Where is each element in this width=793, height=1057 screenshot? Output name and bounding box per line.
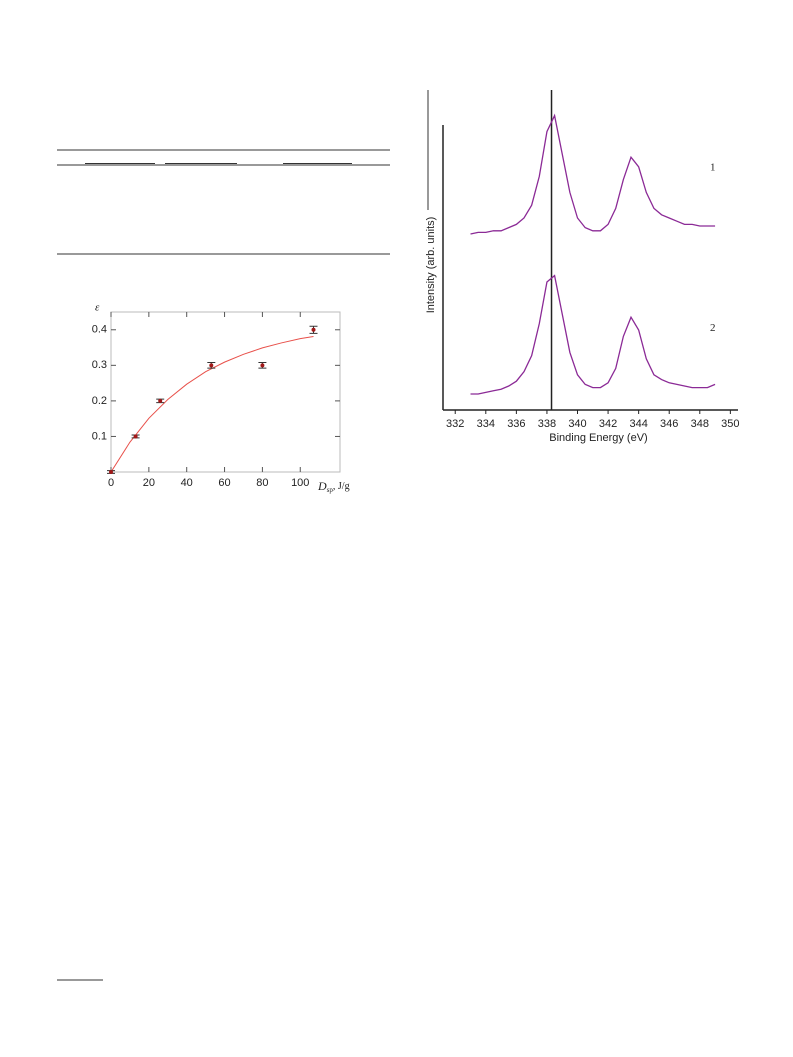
spectrum-line xyxy=(470,113,716,235)
y-axis-label: ε xyxy=(95,302,100,314)
x-tick-label: 350 xyxy=(721,418,739,430)
x-axis-label-sub: sp xyxy=(327,486,334,494)
spectrum-line xyxy=(470,274,716,395)
x-tick-label: 346 xyxy=(660,418,678,430)
x-tick-label: 348 xyxy=(691,418,709,430)
fit-curve xyxy=(110,336,314,473)
plot-frame xyxy=(110,311,341,473)
y-tick-label: 0.3 xyxy=(92,359,107,371)
x-tick-label: 344 xyxy=(629,418,647,430)
x-tick-label: 60 xyxy=(218,477,230,489)
y-tick-label: 0.1 xyxy=(92,430,107,442)
x-tick-label: 332 xyxy=(446,418,464,430)
x-tick-label: 340 xyxy=(568,418,586,430)
data-point xyxy=(133,434,138,439)
y-tick-label: 0.4 xyxy=(92,324,107,336)
table-rules xyxy=(57,90,429,981)
data-point xyxy=(260,363,265,368)
x-axis-label-unit: , J/g xyxy=(333,481,350,492)
x-tick-label: 336 xyxy=(507,418,525,430)
x-tick-label: 342 xyxy=(599,418,617,430)
series-label: 1 xyxy=(710,162,716,174)
x-tick-label: 100 xyxy=(291,477,309,489)
x-axis-label-main: D xyxy=(317,479,327,493)
x-axis-label: Binding Energy (eV) xyxy=(549,432,647,444)
data-point xyxy=(109,470,113,474)
x-tick-label: 40 xyxy=(181,477,193,489)
x-tick-label: 80 xyxy=(256,477,268,489)
x-tick-label: 338 xyxy=(538,418,556,430)
x-tick-label: 20 xyxy=(143,477,155,489)
x-tick-label: 334 xyxy=(477,418,495,430)
data-point xyxy=(209,363,214,368)
series-label: 2 xyxy=(710,322,716,334)
data-point xyxy=(158,398,163,403)
y-tick-label: 0.2 xyxy=(92,395,107,407)
x-tick-label: 0 xyxy=(108,477,114,489)
data-point xyxy=(311,327,316,332)
y-axis-label: Intensity (arb. units) xyxy=(425,217,437,314)
x-axis-label: Dsp, J/g xyxy=(317,479,350,494)
